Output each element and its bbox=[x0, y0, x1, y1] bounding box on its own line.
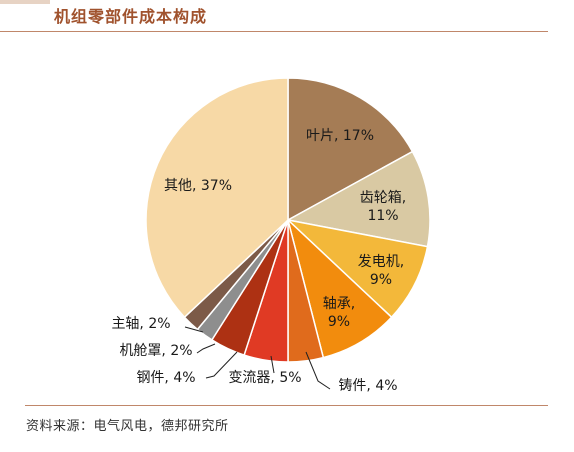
slice-label-1: 叶片, 17% bbox=[306, 128, 374, 144]
pie-slice-3 bbox=[285, 218, 429, 319]
pie-slice-2 bbox=[285, 150, 431, 248]
leader-line-6 bbox=[270, 355, 275, 374]
slice-label-6: 变流器, 5% bbox=[228, 370, 301, 386]
header-rule bbox=[0, 31, 548, 32]
slice-label-2: 齿轮箱, 11% bbox=[360, 190, 406, 224]
pie-slice-1 bbox=[287, 77, 414, 222]
slice-label-10: 其他, 37% bbox=[164, 178, 232, 194]
slice-label-7: 钢件, 4% bbox=[136, 370, 195, 386]
leader-line-7 bbox=[205, 351, 238, 379]
slice-label-8: 机舱罩, 2% bbox=[119, 343, 192, 359]
slice-label-4: 轴承, 9% bbox=[323, 296, 355, 330]
slice-label-5: 铸件, 4% bbox=[338, 378, 397, 394]
header-accent bbox=[0, 0, 50, 4]
source-note: 资料来源：电气风电，德邦研究所 bbox=[26, 419, 229, 434]
chart-title: 机组零部件成本构成 bbox=[54, 7, 208, 26]
leader-line-8 bbox=[196, 343, 216, 354]
pie-slice-4 bbox=[286, 217, 393, 359]
header-bar: 机组零部件成本构成 bbox=[0, 0, 574, 33]
slice-label-3: 发电机, 9% bbox=[358, 254, 404, 288]
pie-slice-10 bbox=[145, 77, 289, 319]
slice-label-9: 主轴, 2% bbox=[111, 316, 170, 332]
leader-line-5 bbox=[305, 351, 331, 390]
footer-rule bbox=[25, 405, 548, 406]
leader-line-9 bbox=[184, 326, 204, 333]
